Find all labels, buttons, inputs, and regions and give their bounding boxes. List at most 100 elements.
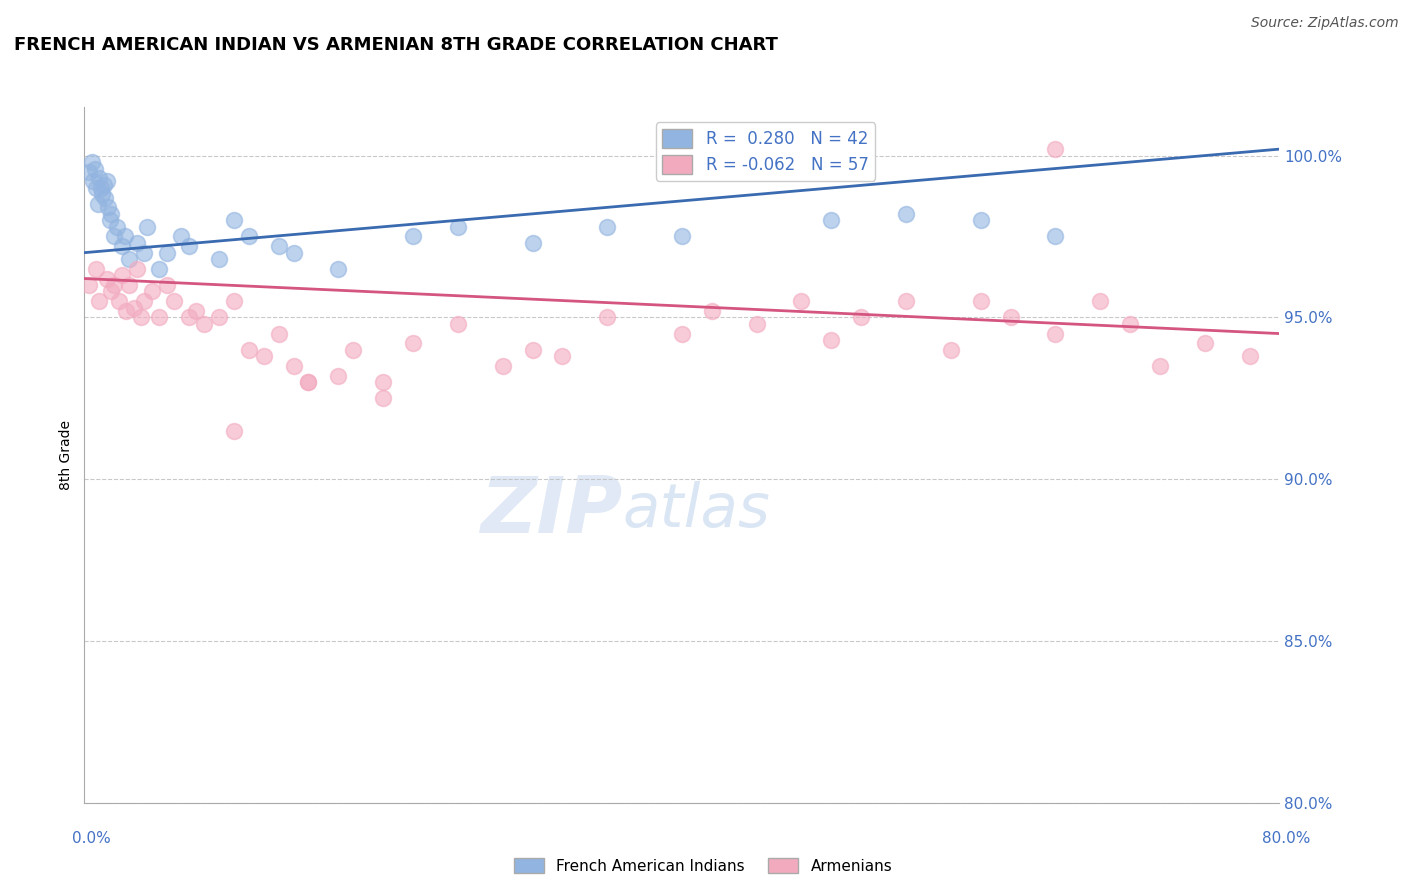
Point: [177, 310, 200, 325]
Point: [1045, 326, 1067, 341]
Point: [148, 310, 170, 325]
Point: [111, 239, 134, 253]
Point: [402, 336, 425, 351]
Point: [328, 261, 350, 276]
Point: [141, 285, 163, 299]
Point: [96, 174, 118, 188]
Point: [222, 294, 245, 309]
Point: [105, 219, 128, 234]
Point: [671, 326, 693, 341]
Point: [77, 278, 100, 293]
Point: [1088, 294, 1111, 309]
Point: [129, 310, 152, 325]
Point: [114, 229, 136, 244]
Point: [132, 245, 156, 260]
Point: [222, 424, 245, 438]
Point: [1149, 359, 1171, 373]
Point: [1239, 349, 1261, 363]
Point: [820, 213, 842, 227]
Point: [94, 191, 117, 205]
Point: [745, 317, 768, 331]
Point: [371, 375, 394, 389]
Point: [125, 235, 148, 250]
Point: [700, 304, 723, 318]
Point: [97, 200, 120, 214]
Point: [163, 294, 186, 309]
Point: [208, 252, 231, 267]
Point: [253, 349, 276, 363]
Point: [1045, 229, 1067, 244]
Point: [111, 268, 134, 283]
Point: [820, 333, 842, 347]
Point: [267, 239, 290, 253]
Point: [103, 278, 125, 293]
Point: [238, 229, 260, 244]
Text: ZIP: ZIP: [479, 473, 621, 549]
Point: [492, 359, 515, 373]
Point: [93, 178, 115, 192]
Y-axis label: 8th Grade: 8th Grade: [59, 420, 73, 490]
Point: [328, 368, 350, 383]
Point: [1194, 336, 1216, 351]
Point: [86, 181, 108, 195]
Point: [297, 375, 319, 389]
Point: [80, 155, 103, 169]
Point: [402, 229, 425, 244]
Text: 0.0%: 0.0%: [72, 831, 111, 846]
Point: [371, 392, 394, 406]
Point: [939, 343, 962, 357]
Point: [342, 343, 364, 357]
Text: Source: ZipAtlas.com: Source: ZipAtlas.com: [1251, 16, 1399, 29]
Point: [596, 310, 619, 325]
Point: [208, 310, 231, 325]
Legend: French American Indians, Armenians: French American Indians, Armenians: [508, 852, 898, 880]
Point: [1045, 142, 1067, 156]
Point: [115, 304, 138, 318]
Point: [118, 278, 141, 293]
Point: [970, 294, 993, 309]
Point: [89, 171, 111, 186]
Text: FRENCH AMERICAN INDIAN VS ARMENIAN 8TH GRADE CORRELATION CHART: FRENCH AMERICAN INDIAN VS ARMENIAN 8TH G…: [14, 36, 778, 54]
Point: [1119, 317, 1142, 331]
Point: [132, 294, 156, 309]
Point: [177, 239, 200, 253]
Point: [83, 161, 105, 176]
Point: [89, 294, 111, 309]
Point: [100, 207, 122, 221]
Point: [186, 304, 208, 318]
Point: [551, 349, 574, 363]
Point: [283, 245, 305, 260]
Point: [238, 343, 260, 357]
Text: 80.0%: 80.0%: [1263, 831, 1310, 846]
Point: [125, 261, 148, 276]
Legend: R =  0.280   N = 42, R = -0.062   N = 57: R = 0.280 N = 42, R = -0.062 N = 57: [655, 122, 876, 181]
Text: atlas: atlas: [621, 481, 770, 540]
Point: [107, 294, 129, 309]
Point: [155, 278, 177, 293]
Point: [222, 213, 245, 227]
Point: [96, 271, 118, 285]
Point: [122, 301, 145, 315]
Point: [100, 285, 122, 299]
Point: [87, 197, 110, 211]
Point: [447, 219, 470, 234]
Point: [447, 317, 470, 331]
Point: [136, 219, 159, 234]
Point: [193, 317, 215, 331]
Point: [148, 261, 170, 276]
Point: [970, 213, 993, 227]
Point: [91, 187, 114, 202]
Point: [894, 294, 917, 309]
Point: [90, 181, 112, 195]
Point: [170, 229, 193, 244]
Point: [267, 326, 290, 341]
Point: [671, 229, 693, 244]
Point: [155, 245, 177, 260]
Point: [894, 207, 917, 221]
Point: [297, 375, 319, 389]
Point: [522, 235, 544, 250]
Point: [283, 359, 305, 373]
Point: [98, 213, 121, 227]
Point: [790, 294, 813, 309]
Point: [1000, 310, 1022, 325]
